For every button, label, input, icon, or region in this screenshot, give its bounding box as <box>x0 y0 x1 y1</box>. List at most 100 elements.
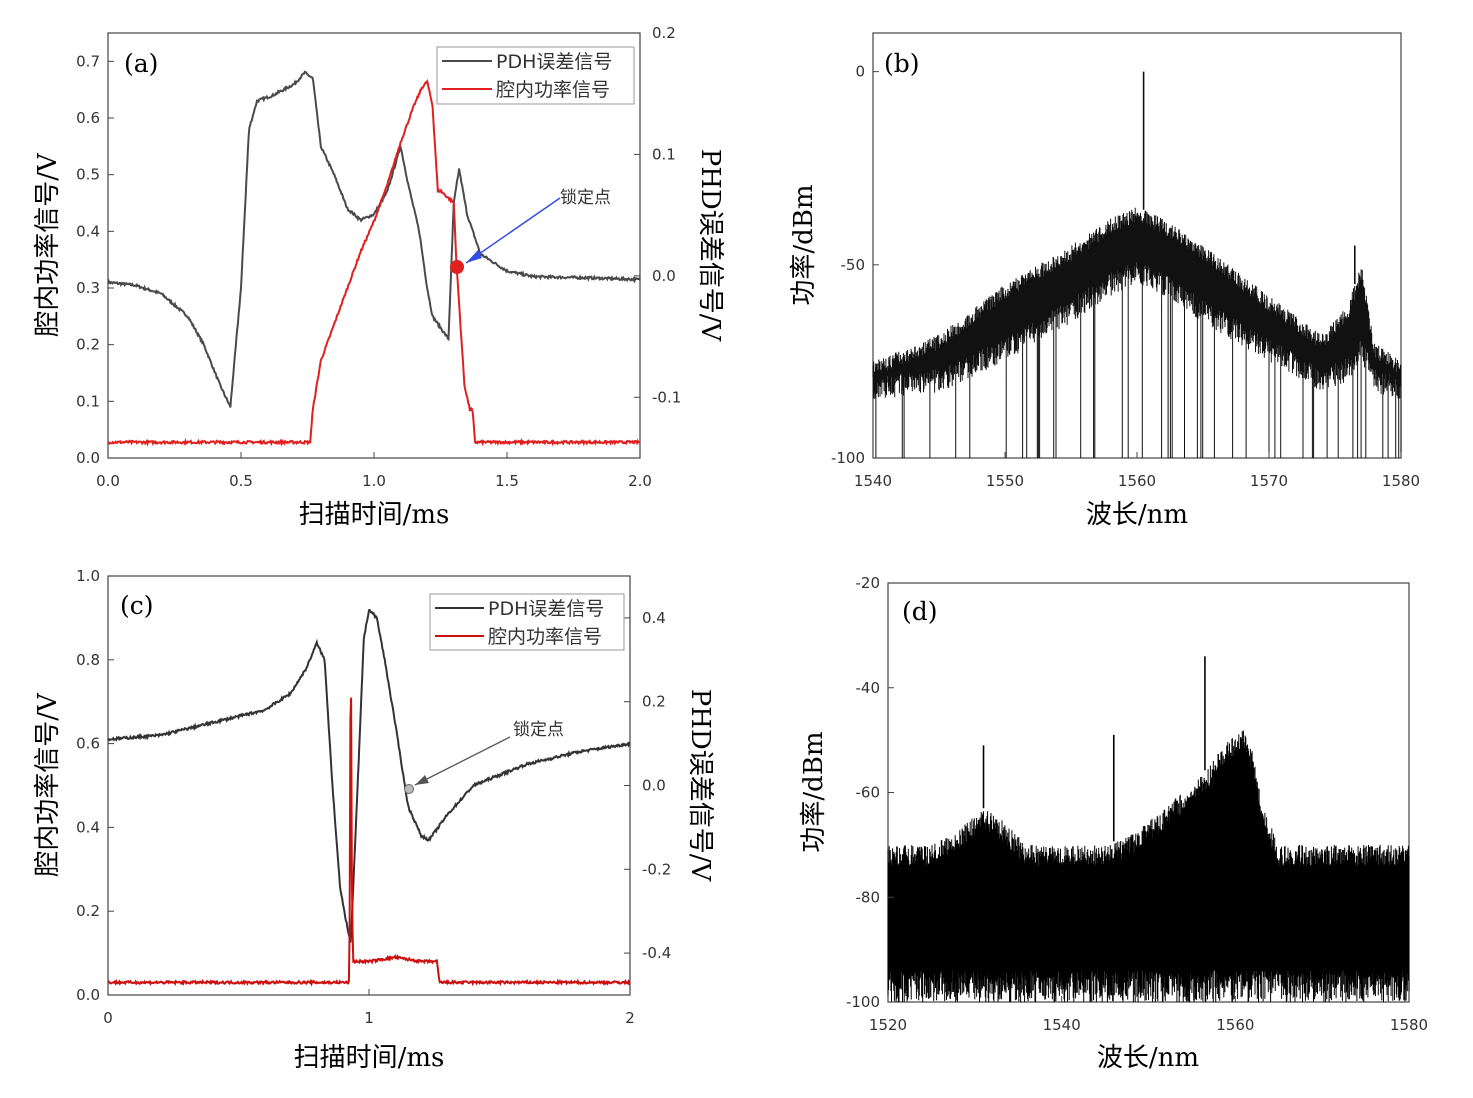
panel-d-y-tick-label: -40 <box>856 679 881 697</box>
panel-c-x-tick-label: 0 <box>103 1009 113 1027</box>
panel-c-x-ticks: 0 1 2 <box>103 989 635 1027</box>
panel-c-ylabel: 腔内功率信号/V <box>33 692 63 877</box>
panel-d: 1520 1540 1560 1580 -20 -40 -60 -80 -100 (d) 波长… <box>799 574 1428 1073</box>
panel-c-y2-tick-label: -0.4 <box>642 944 671 962</box>
panel-c-lock-point <box>404 784 414 794</box>
panel-b-spectrum-trace <box>872 207 1402 458</box>
panel-d-x-ticks: 1520 1540 1560 1580 <box>869 996 1428 1034</box>
panel-b-series <box>872 71 1402 458</box>
panel-c-legend-pdh: PDH误差信号 <box>488 598 604 620</box>
panel-a-label: (a) <box>124 49 158 78</box>
panel-d-ylabel: 功率/dBm <box>799 731 829 852</box>
panel-d-y-ticks: -20 -40 -60 -80 -100 <box>846 574 894 1011</box>
panel-a-x-tick-label: 1.5 <box>495 472 519 490</box>
panel-d-spectrum-trace <box>887 730 1410 1002</box>
panel-a-x-tick-label: 2.0 <box>628 472 652 490</box>
panel-d-y-tick-label: -80 <box>856 888 881 906</box>
panel-d-x-tick-label: 1580 <box>1390 1016 1428 1034</box>
panel-b-xlabel: 波长/nm <box>1086 500 1188 530</box>
panel-d-xlabel: 波长/nm <box>1097 1043 1199 1073</box>
panel-c-y-tick-label: 0.2 <box>76 902 100 920</box>
panel-d-x-tick-label: 1560 <box>1216 1016 1254 1034</box>
panel-c-y2-tick-label: -0.2 <box>642 860 671 878</box>
panel-a-legend-power: 腔内功率信号 <box>496 79 610 101</box>
panel-a-annotation: 锁定点 <box>450 188 611 274</box>
panel-b-x-tick-label: 1550 <box>986 472 1024 490</box>
panel-d-label: (d) <box>902 597 938 626</box>
panel-c-series <box>107 608 631 987</box>
panel-a-y-tick-label: 0.1 <box>76 392 100 410</box>
panel-c-y2-tick-label: 0.0 <box>642 777 666 795</box>
panel-a-ylabel: 腔内功率信号/V <box>33 152 63 337</box>
panel-c-y2-tick-label: 0.2 <box>642 693 666 711</box>
panel-c: 0 1 2 0.0 0.2 0.4 0.6 0.8 1.0 -0.4 -0.2 0.0 0.2 0.4… <box>33 567 715 1073</box>
panel-d-x-tick-label: 1520 <box>869 1016 907 1034</box>
panel-a-annotation-text: 锁定点 <box>560 188 611 208</box>
panel-a-y-tick-label: 0.2 <box>76 336 100 354</box>
panel-a-y2-tick-label: 0.1 <box>652 145 676 163</box>
panel-a-series-cavity-power <box>107 78 641 447</box>
panel-c-label: (c) <box>120 591 154 620</box>
panel-c-y-tick-label: 1.0 <box>76 567 100 585</box>
panel-b: 1540 1550 1560 1570 1580 0-50-100 (b) 波长/nm … <box>789 32 1420 530</box>
panel-c-x-tick-label: 1 <box>364 1009 374 1027</box>
panel-a-y-ticks: 0.0 0.1 0.2 0.3 0.4 0.5 0.6 0.7 <box>76 52 114 467</box>
panel-d-x-tick-label: 1540 <box>1043 1016 1081 1034</box>
panel-a: 0.0 0.5 1.0 1.5 2.0 0.0 0.1 0.2 0.3 0.4 0.5 0.6 0.7… <box>33 24 725 530</box>
panel-a-y-tick-label: 0.0 <box>76 449 100 467</box>
panel-a-annotation-arrow <box>465 197 561 264</box>
panel-b-y-tick-label: 0 <box>855 63 865 81</box>
panel-b-x-tick-label: 1580 <box>1382 472 1420 490</box>
panel-a-legend: PDH误差信号 腔内功率信号 <box>436 46 635 105</box>
panel-c-x-tick-label: 2 <box>625 1009 635 1027</box>
panel-a-legend-box <box>436 46 635 105</box>
panel-b-y-tick-label: -50 <box>841 256 866 274</box>
panel-d-y-tick-label: -100 <box>846 993 880 1011</box>
panel-c-legend-power: 腔内功率信号 <box>488 626 602 648</box>
panel-c-y2label: PHD误差信号/V <box>685 689 715 883</box>
panel-a-y2label: PHD误差信号/V <box>695 149 725 343</box>
panel-a-legend-pdh: PDH误差信号 <box>496 51 612 73</box>
panel-b-x-tick-label: 1570 <box>1250 472 1288 490</box>
panel-c-y2-tick-label: 0.4 <box>642 609 666 627</box>
panel-a-y2-tick-label: 0.2 <box>652 24 676 42</box>
panel-c-series-cavity-power <box>107 697 631 987</box>
panel-b-x-ticks: 1540 1550 1560 1570 1580 <box>854 452 1420 490</box>
panel-a-x-tick-label: 1.0 <box>362 472 386 490</box>
panel-d-series <box>887 656 1410 1002</box>
panel-c-y-ticks: 0.0 0.2 0.4 0.6 0.8 1.0 <box>76 567 114 1004</box>
panel-a-x-ticks: 0.0 0.5 1.0 1.5 2.0 <box>96 452 652 490</box>
panel-b-y-ticks: 0 -50 -100 <box>831 63 879 467</box>
panel-c-series-pdh-error <box>107 608 631 943</box>
panel-c-y-tick-label: 0.0 <box>76 986 100 1004</box>
panel-a-lock-point <box>450 260 464 274</box>
panel-a-annotation-arrowhead <box>466 250 482 263</box>
panel-c-xlabel: 扫描时间/ms <box>294 1043 445 1073</box>
panel-a-x-tick-label: 0.5 <box>229 472 253 490</box>
panel-c-y-tick-label: 0.6 <box>76 735 100 753</box>
panel-b-label: (b) <box>884 49 920 78</box>
panel-c-y-tick-label: 0.4 <box>76 818 100 836</box>
panel-c-annotation: 锁定点 <box>404 720 564 794</box>
panel-d-y-tick-label: -20 <box>856 574 881 592</box>
panel-a-y-tick-label: 0.3 <box>76 279 100 297</box>
panel-a-series-pdh-error <box>107 70 641 408</box>
panel-c-legend-box <box>429 593 625 651</box>
panel-a-y-tick-label: 0.6 <box>76 109 100 127</box>
panel-c-annotation-arrowhead <box>415 775 429 785</box>
panel-b-x-tick-label: 1560 <box>1118 472 1156 490</box>
panel-a-y2-tick-label: 0.0 <box>652 267 676 285</box>
panel-a-series <box>107 70 641 447</box>
panel-c-legend: PDH误差信号 腔内功率信号 <box>429 593 625 651</box>
panel-a-x-tick-label: 0.0 <box>96 472 120 490</box>
panel-b-ylabel: 功率/dBm <box>789 184 819 305</box>
panel-a-y2-tick-label: -0.1 <box>652 388 681 406</box>
panel-a-xlabel: 扫描时间/ms <box>299 500 450 530</box>
panel-b-x-tick-label: 1540 <box>854 472 892 490</box>
panel-a-y-tick-label: 0.7 <box>76 52 100 70</box>
panel-a-y-tick-label: 0.5 <box>76 166 100 184</box>
panel-b-y-tick-label: -100 <box>831 449 865 467</box>
panel-d-y-tick-label: -60 <box>856 784 881 802</box>
panel-c-y2-ticks: -0.4 -0.2 0.0 0.2 0.4 <box>624 609 671 962</box>
